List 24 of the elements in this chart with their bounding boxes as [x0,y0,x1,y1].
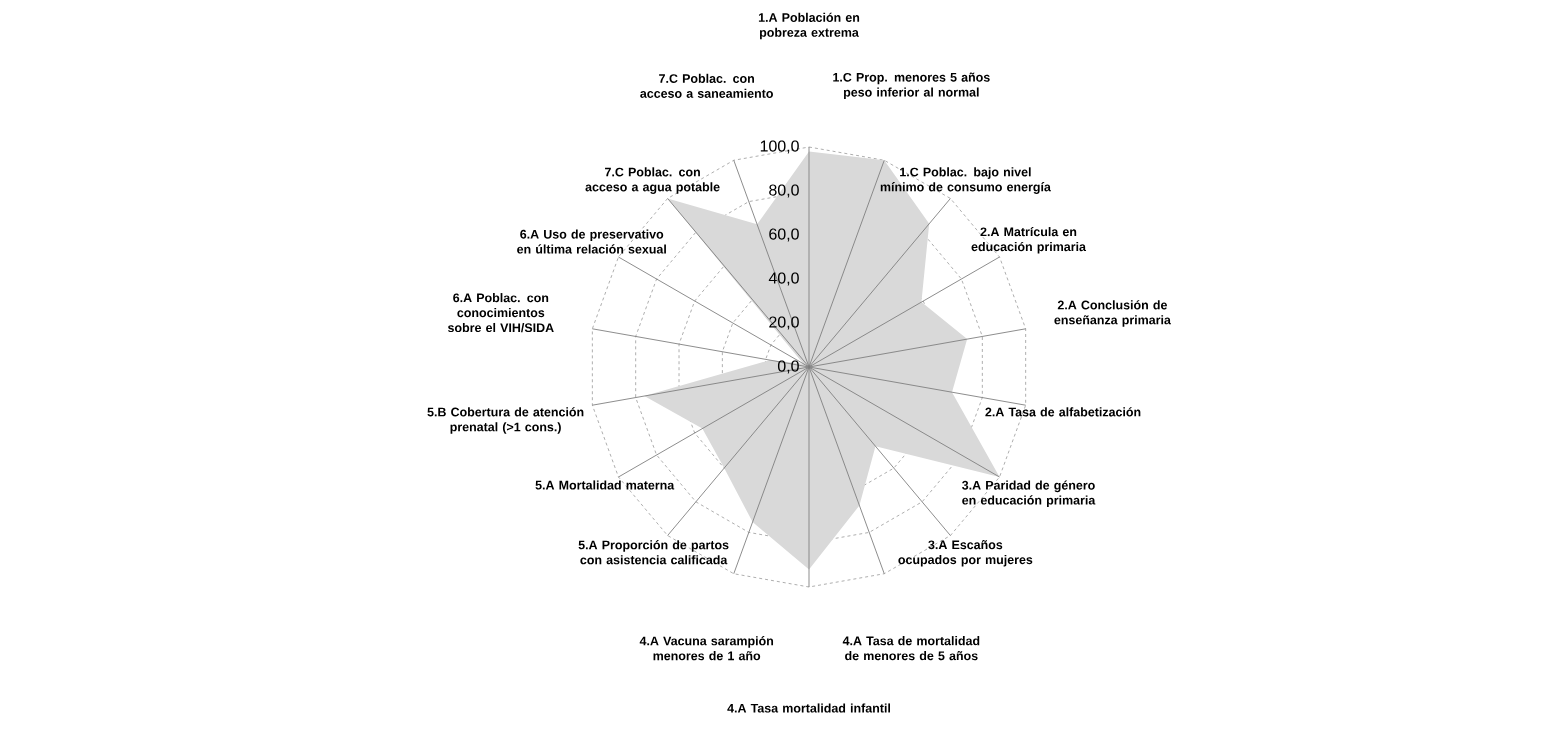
spoke-label: 3.A Paridad de género en educación primaria [962,480,1096,508]
y-tick-label: 100,0 [760,140,799,154]
spoke-label: 5.B Cobertura de atención prenatal (>1 cons.) [427,407,584,434]
spoke-label: 7.C Poblac. con acceso a agua potable [585,167,720,194]
spoke-label: 6.A Uso de preservativo en última relación sexual [517,229,666,254]
y-tick-label: 0,0 [777,360,799,374]
spoke-label: 7.C Poblac. con acceso a saneamiento [640,73,773,98]
spoke-label: 6.A Poblac. con conocimientos sobre el VIH/SIDA [447,293,554,333]
spoke-label: 2.A Conclusión de enseñanza primaria [1054,300,1171,327]
spoke-label: 5.A Mortalidad materna [535,480,675,490]
spoke-label: 2.A Tasa de alfabetización [985,407,1141,417]
spoke-label: 1.C Prop. menores 5 años peso inferior al normal [833,72,990,100]
y-tick-label: 40,0 [768,272,799,286]
spoke-label: 4.A Vacuna sarampión menores de 1 año [639,636,774,661]
y-tick-label: 80,0 [769,184,799,198]
spoke-label: 1.C Poblac. bajo nivel mínimo de consumo energía [880,167,1051,194]
spoke-label: 2.A Matrícula en educación primaria [971,226,1087,254]
y-tick-label: 60,0 [769,228,799,242]
spoke-label: 4.A Tasa de mortalidad de menores de 5 años [842,636,980,661]
spoke-label: 1.A Población en pobreza extrema [758,12,860,40]
spoke-label: 5.A Proporción de partos con asistencia calificada [578,540,729,565]
spoke-label: 4.A Tasa mortalidad infantil [727,703,890,713]
y-tick-label: 20,0 [769,316,799,330]
spoke-label: 3.A Escaños ocupados por mujeres [898,540,1033,567]
